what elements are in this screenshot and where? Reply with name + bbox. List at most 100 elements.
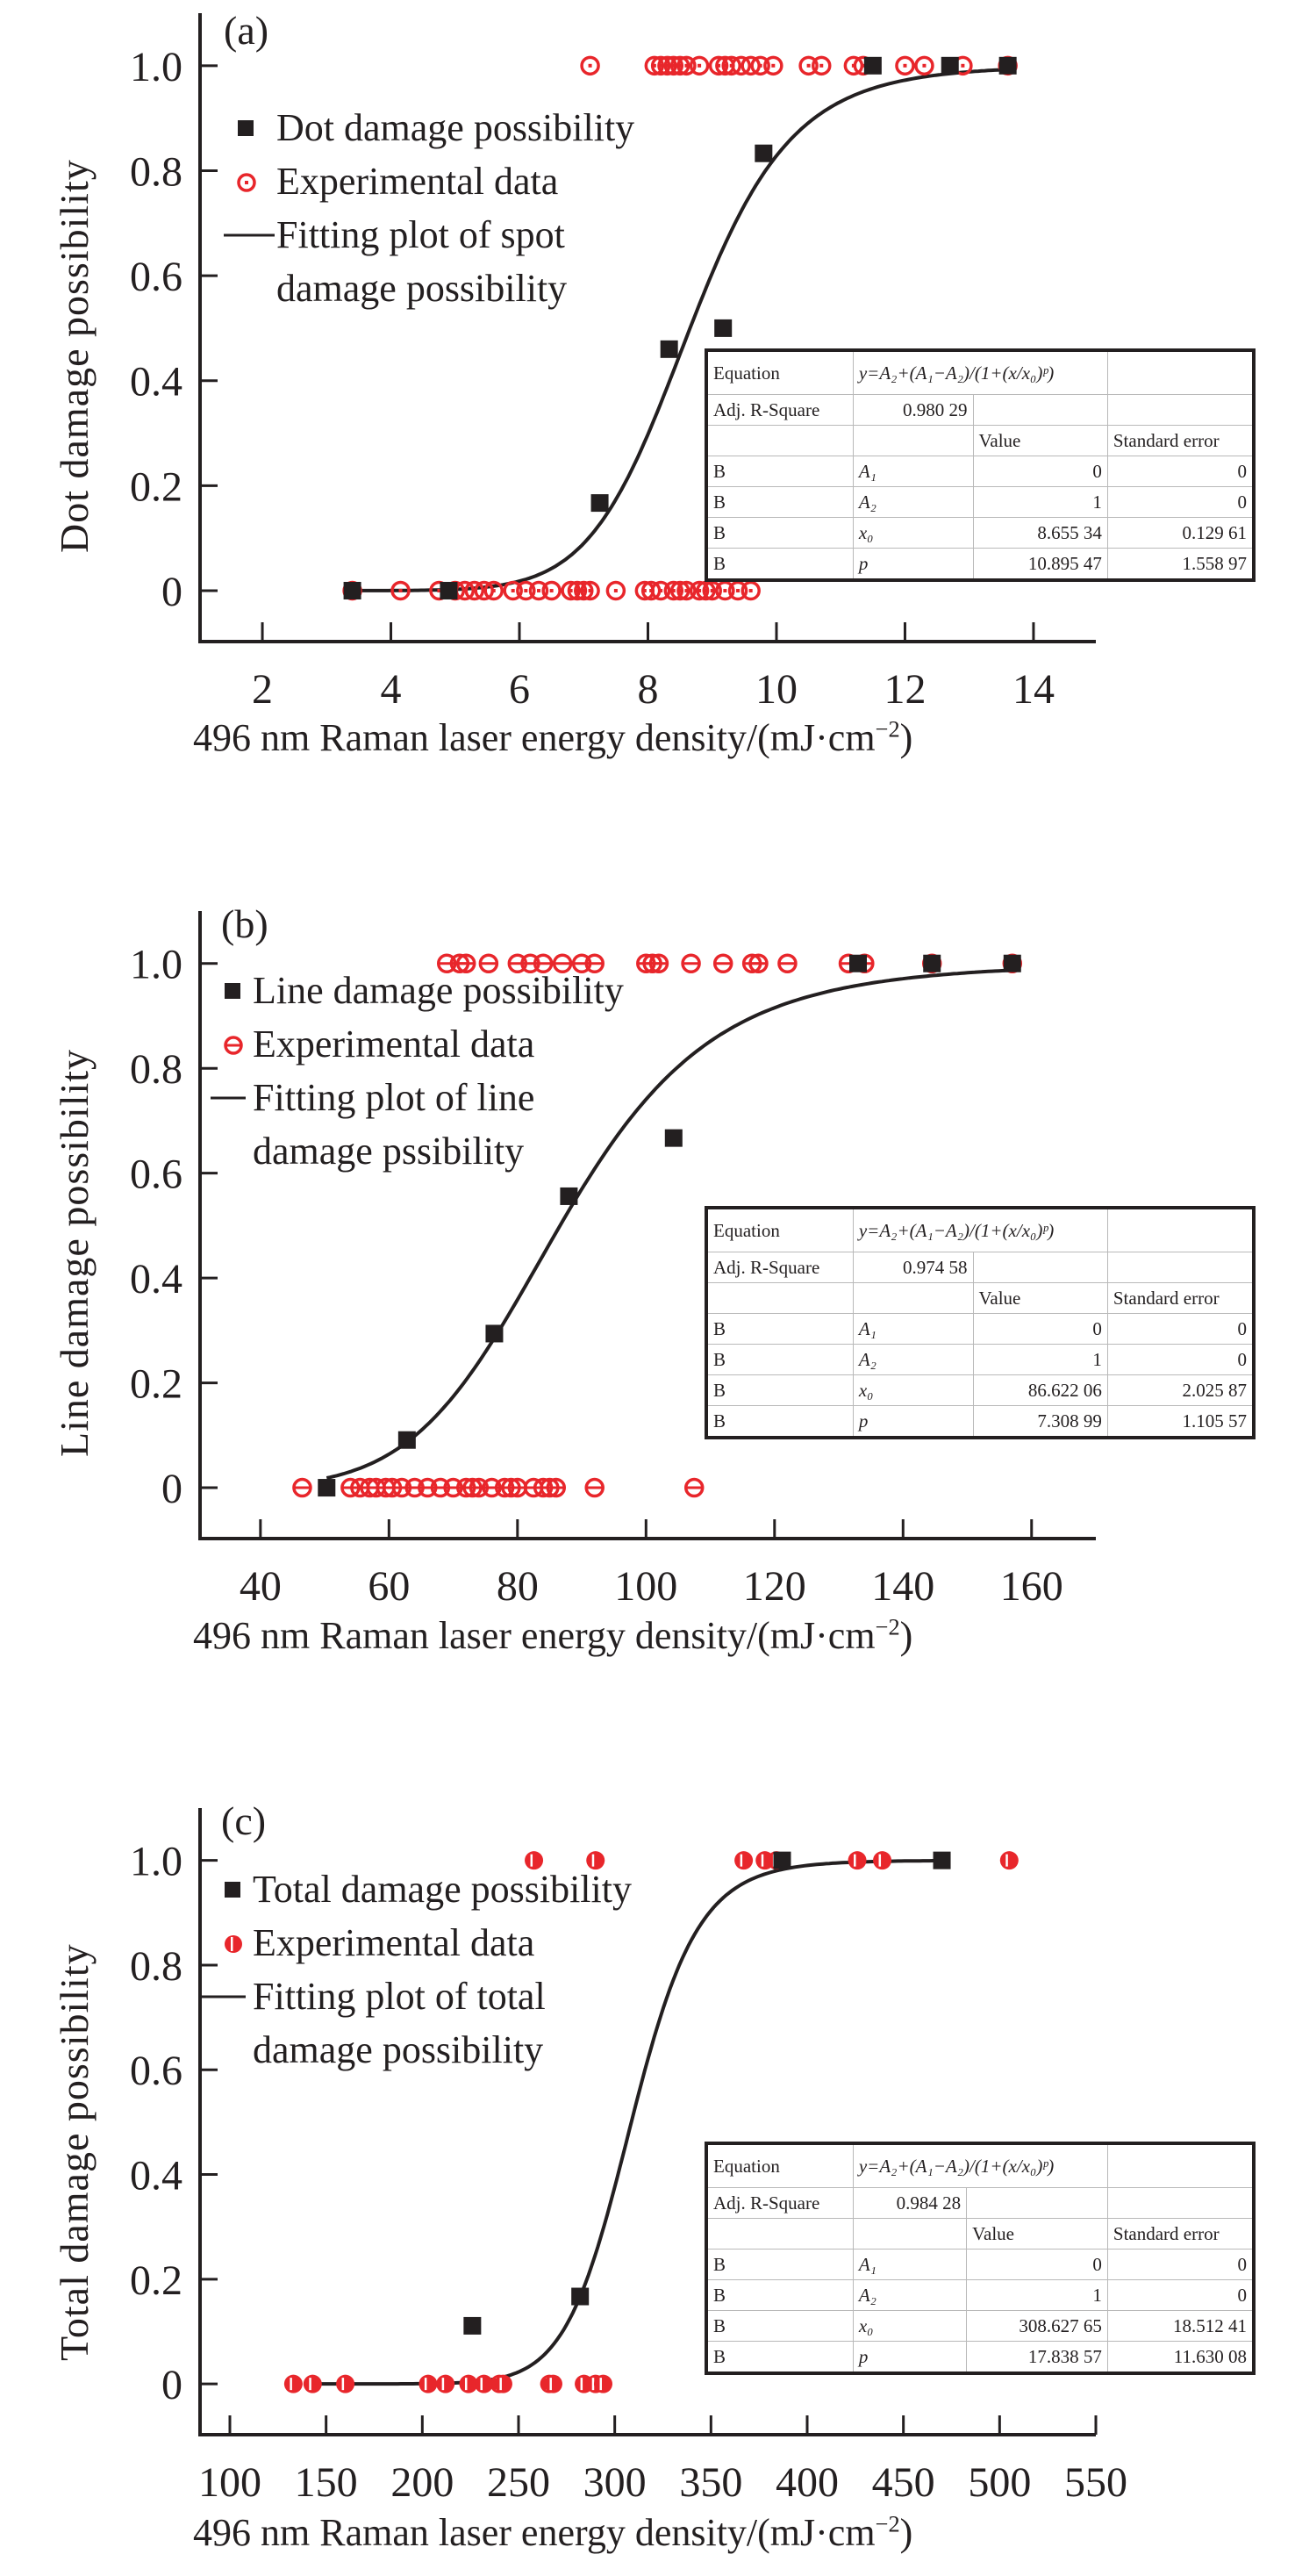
col-value-header: Value [966, 2218, 1108, 2250]
legend-label: Fitting plot of spot [276, 213, 565, 256]
legend-label: Total damage possibility [253, 1868, 632, 1911]
x-tick-label: 100 [198, 2459, 261, 2506]
chart-panel-b: 0 0.2 0.4 0.6 0.8 1.0 40 60 80 100 120 140 160 (b) L… [0, 895, 1295, 1773]
row-error: 1.558 97 [1106, 548, 1255, 581]
empty-cell [1106, 2187, 1255, 2219]
y-tick-label: 0.4 [130, 1256, 182, 1302]
row-param: A₁ [852, 456, 974, 487]
row-value: 0 [972, 456, 1108, 487]
chart-svg-c: 0 0.2 0.4 0.6 0.8 1.0 100 150 200 250 300 350 400 450… [130, 1808, 1127, 2506]
panel-label-a: (a) [224, 8, 269, 53]
legend-item-experimental-b: Experimental data [200, 1017, 624, 1071]
row-param: p [852, 2341, 968, 2374]
y-axis-title-a: Dot damage possibility [52, 159, 97, 553]
y-tick-label: 0 [161, 1466, 182, 1512]
half-circle-marker [283, 2374, 303, 2393]
legend-b: Line damage possibility Experimental dat… [200, 964, 624, 1178]
col-error-header: Standard error [1106, 2218, 1255, 2250]
row-group: B [705, 2279, 854, 2311]
circle-dot-marker [708, 55, 729, 76]
square-marker [849, 954, 868, 972]
circle-dot-marker [812, 55, 832, 76]
panel-label-c: (c) [221, 1798, 267, 1843]
y-tick-label: 0.6 [130, 1152, 182, 1198]
circle-dot-marker [676, 580, 697, 601]
legend-item-fit-c-cont: damage possibility [200, 2023, 632, 2077]
half-circle-marker [493, 2374, 512, 2393]
legend-item-fit-b: Fitting plot of line [200, 1071, 624, 1124]
row-error: 0 [1106, 2249, 1255, 2280]
y-tick-label: 0.2 [130, 1361, 182, 1408]
row-param: x₀ [852, 1374, 974, 1406]
row-param: p [852, 1405, 974, 1439]
legend-label: Experimental data [276, 160, 559, 203]
x-axis-title-sup-a: −2 [875, 715, 900, 743]
square-marker [863, 56, 882, 75]
row-value: 308.627 65 [966, 2310, 1108, 2342]
x-tick-label: 120 [743, 1563, 806, 1610]
table-row: B A₂ 1 0 [705, 2279, 1255, 2311]
half-circle-marker [873, 1851, 892, 1870]
square-marker [343, 581, 361, 599]
half-circle-marker [525, 1851, 544, 1870]
row-value: 1 [966, 2279, 1108, 2311]
legend-label: Fitting plot of total [253, 1975, 546, 2018]
row-group: B [705, 2341, 854, 2374]
y-tick-label: 0.4 [130, 359, 182, 405]
circle-bar-marker [648, 953, 669, 973]
adj-r-label: Adj. R-Square [705, 2187, 854, 2219]
circle-bar-marker [748, 953, 769, 973]
legend-item-fit-b-cont: damage pssibility [200, 1124, 624, 1178]
circle-bar-marker [478, 953, 499, 973]
square-marker [923, 954, 941, 972]
y-tick-label: 0.6 [130, 2048, 182, 2094]
y-tick-label: 0.6 [130, 254, 182, 300]
fit-table-c: Equation y=A₂+(A₁−A₂)/(1+(x/x₀)ᵖ) Adj. R-… [705, 2142, 1256, 2375]
square-marker [571, 2287, 590, 2306]
legend-c: Total damage possibility Experimental da… [200, 1862, 632, 2077]
row-error: 2.025 87 [1106, 1374, 1255, 1406]
y-tick-label: 0.8 [130, 1046, 182, 1093]
x-tick-label: 550 [1064, 2459, 1127, 2506]
row-error: 0.129 61 [1106, 517, 1255, 549]
row-group: B [705, 548, 854, 581]
square-marker [440, 581, 458, 599]
row-param: A₂ [852, 486, 974, 518]
table-row: B A₁ 0 0 [705, 456, 1255, 487]
empty-cell [852, 1282, 974, 1314]
fit-equation-label: Equation [705, 2142, 854, 2188]
circle-dot-marker [650, 55, 671, 76]
circle-dot-marker [715, 580, 735, 601]
adj-r-value: 0.974 58 [852, 1252, 974, 1283]
empty-cell [852, 425, 974, 456]
legend-label: Experimental data [253, 1023, 535, 1066]
circle-dot-marker [567, 580, 588, 601]
x-axis-title-end-b: ) [899, 1614, 913, 1657]
adj-r-label: Adj. R-Square [705, 1252, 854, 1283]
chart-panel-a: 0 0.2 0.4 0.6 0.8 1.0 2 4 6 8 10 12 14 (a) Dot damag… [0, 0, 1295, 878]
circle-bar-marker [455, 953, 476, 973]
circle-dot-marker [663, 580, 684, 601]
x-axis-title-a: 496 nm Raman laser energy density/(mJ·cm… [193, 715, 912, 760]
half-circle-marker [459, 2374, 478, 2393]
x-tick-label: 300 [583, 2459, 647, 2506]
square-marker [660, 340, 678, 358]
circle-dot-marker [528, 580, 549, 601]
square-marker [318, 1479, 336, 1497]
col-error-header: Standard error [1106, 1282, 1255, 1314]
x-tick-label: 12 [884, 666, 926, 713]
circle-dot-marker [798, 55, 819, 76]
circle-dot-marker [503, 580, 523, 601]
row-group: B [705, 2310, 854, 2342]
row-value: 0 [972, 1313, 1108, 1345]
half-circle-marker [419, 2374, 438, 2393]
y-tick-label: 0 [161, 2362, 182, 2408]
circle-bar-marker [777, 953, 798, 973]
row-param: A₁ [852, 2249, 968, 2280]
x-axis-title-sup-c: −2 [875, 2510, 900, 2537]
empty-cell [705, 425, 854, 456]
row-value: 86.622 06 [972, 1374, 1108, 1406]
fit-table-b: Equation y=A₂+(A₁−A₂)/(1+(x/x₀)ᵖ) Adj. R-… [705, 1206, 1256, 1439]
fit-equation-label: Equation [705, 349, 854, 395]
